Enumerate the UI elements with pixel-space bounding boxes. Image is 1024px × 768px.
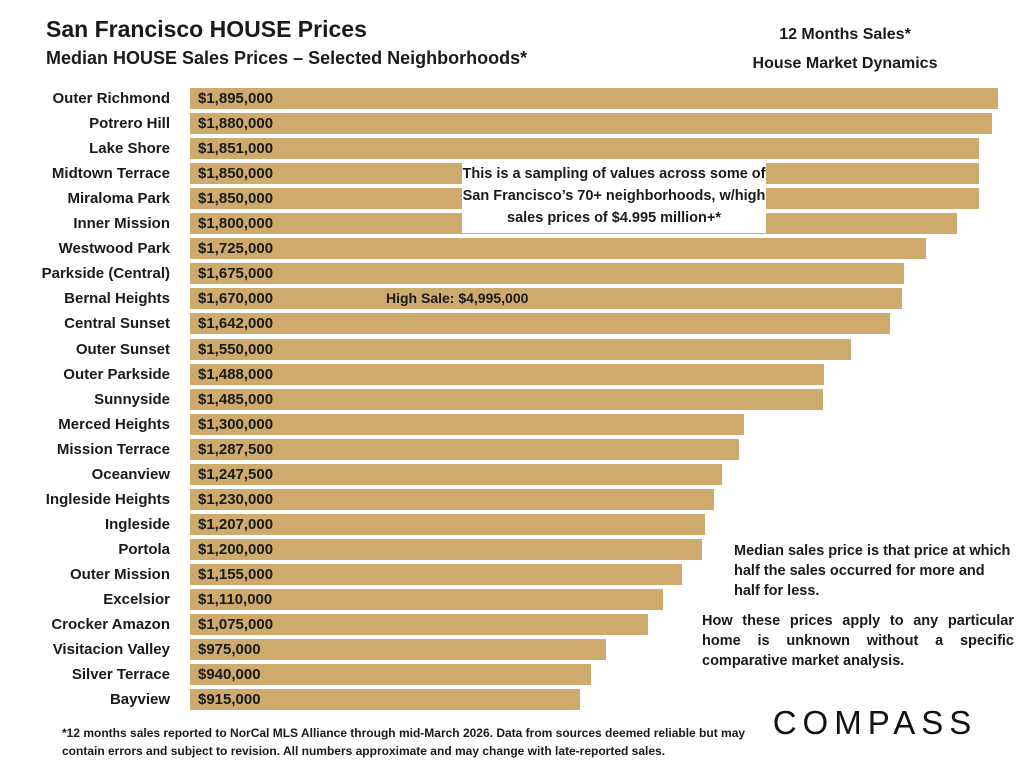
category-label: Midtown Terrace [51,165,170,183]
bar [190,589,664,610]
bar [190,664,591,686]
bar [190,538,702,560]
bar-value-label: $1,200,000 [198,540,274,558]
bar [190,288,903,310]
category-label: Potrero Hill [89,115,170,133]
side-title: 12 Months Sales* House Market Dynamics [730,20,960,78]
category-label: Westwood Park [58,240,170,258]
bar-value-label: $975,000 [198,641,261,659]
category-label: Visitacion Valley [52,641,170,659]
category-label: Miraloma Park [67,190,170,208]
bar-value-label: $1,488,000 [198,365,274,383]
side-title-line1: 12 Months Sales* [779,26,911,43]
bar-value-label: $1,300,000 [198,415,274,433]
bar-value-label: $1,247,500 [198,465,274,483]
high-sale-label: High Sale: $4,995,000 [386,290,529,306]
category-label: Silver Terrace [71,666,170,684]
chart-subtitle: Median HOUSE Sales Prices – Selected Nei… [46,48,528,68]
bar-value-label: $915,000 [198,691,261,709]
category-label: Outer Mission [69,565,170,583]
category-label: Portola [118,540,170,558]
bar [190,388,824,410]
bar-value-label: $1,851,000 [198,140,274,158]
category-label: Outer Parkside [63,365,170,383]
category-label: Mission Terrace [56,440,170,458]
bar-value-label: $1,850,000 [198,165,274,183]
bar [190,438,739,460]
bar-value-label: $1,207,000 [198,515,274,533]
bar-value-label: $1,642,000 [198,315,274,333]
sampling-callout: This is a sampling of values across some… [462,161,766,233]
page-title: San Francisco HOUSE Prices [46,16,367,42]
bar [190,639,606,661]
bar-value-label: $1,230,000 [198,490,274,508]
bar [190,113,992,135]
bar [190,563,683,585]
category-label: Lake Shore [89,140,170,158]
bar-value-label: $1,287,500 [198,440,274,458]
category-label: Oceanview [91,465,170,483]
category-label: Outer Sunset [75,340,170,358]
category-label: Ingleside Heights [45,490,170,508]
bar [190,263,905,285]
category-label: Merced Heights [58,415,170,433]
bar [190,463,722,485]
bar-value-label: $1,895,000 [198,90,274,107]
category-label: Central Sunset [64,315,170,333]
bar [190,614,649,636]
bar-value-label: $1,675,000 [198,265,274,283]
bar [190,488,715,510]
bar-value-label: $1,880,000 [198,115,274,133]
bar [190,689,581,711]
market-analysis-note: How these prices apply to any particular… [694,608,1014,680]
category-label: Outer Richmond [52,90,170,107]
bar-value-label: $1,110,000 [198,591,273,608]
compass-logo: COMPASS [772,704,978,741]
bar-value-label: $1,800,000 [198,215,274,233]
category-label: Parkside (Central) [41,265,170,283]
category-label: Excelsior [103,591,170,608]
median-definition-note: Median sales price is that price at whic… [724,536,1014,602]
bar-value-label: $1,550,000 [198,340,274,358]
bar [190,413,745,435]
bar [190,238,926,260]
footnote: *12 months sales reported to NorCal MLS … [62,726,746,758]
bar-value-label: $1,075,000 [198,616,274,634]
category-label: Bayview [109,691,170,709]
bar [190,138,980,160]
bar-value-label: $1,725,000 [198,240,274,258]
bar-value-label: $1,485,000 [198,390,274,408]
bar-value-label: $940,000 [198,666,261,684]
side-title-line2: House Market Dynamics [752,55,938,72]
bar [190,363,825,385]
category-label: Ingleside [104,515,170,533]
bar [190,513,705,535]
bar-value-label: $1,850,000 [198,190,274,208]
category-label: Inner Mission [73,215,170,233]
bar-value-label: $1,155,000 [198,565,274,583]
bar [190,338,851,360]
category-label: Crocker Amazon [51,616,170,634]
bar-value-label: $1,670,000 [198,290,274,308]
bar [190,313,891,335]
category-label: Sunnyside [94,390,170,408]
bar [190,88,998,109]
category-label: Bernal Heights [64,290,170,308]
